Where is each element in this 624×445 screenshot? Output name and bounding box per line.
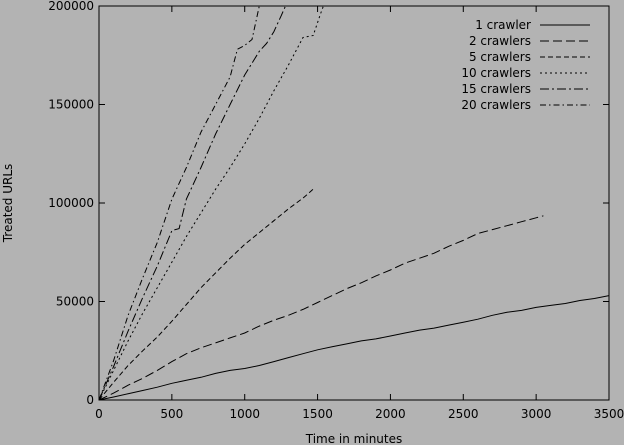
y-tick-label: 100000	[48, 196, 94, 210]
x-tick-label: 3500	[594, 407, 624, 421]
x-axis-label: Time in minutes	[305, 432, 403, 445]
plot-frame	[98, 5, 610, 401]
x-tick-label: 1000	[229, 407, 260, 421]
legend-label: 15 crawlers	[461, 82, 531, 96]
y-tick-label: 150000	[48, 98, 94, 112]
series-line-3	[98, 188, 314, 401]
series-line-5	[98, 5, 286, 401]
legend-label: 10 crawlers	[461, 66, 531, 80]
series-line-2	[98, 215, 544, 401]
legend-label: 20 crawlers	[461, 98, 531, 112]
y-tick-label: 0	[86, 393, 94, 407]
x-axis: 0 500 1000 1500 2000 2500 3000 3500	[95, 6, 624, 421]
legend-label: 1 crawler	[475, 18, 531, 32]
series-lines	[98, 5, 610, 401]
x-tick-label: 3000	[521, 407, 552, 421]
legend-label: 5 crawlers	[469, 50, 531, 64]
series-line-6	[98, 5, 260, 401]
x-tick-label: 2000	[375, 407, 406, 421]
y-axis-label: Treated URLs	[1, 164, 15, 244]
x-tick-label: 1500	[302, 407, 333, 421]
y-tick-label: 200000	[48, 0, 94, 13]
legend: 1 crawler 2 crawlers 5 crawlers 10 crawlers…	[461, 18, 590, 112]
y-tick-label: 50000	[56, 295, 94, 309]
y-axis: 0 50000 100000 150000 200000	[48, 0, 609, 407]
series-line-4	[98, 5, 324, 401]
x-tick-label: 0	[95, 407, 103, 421]
x-tick-label: 2500	[448, 407, 479, 421]
series-line-1	[98, 295, 610, 401]
legend-label: 2 crawlers	[469, 34, 531, 48]
x-tick-label: 500	[160, 407, 183, 421]
